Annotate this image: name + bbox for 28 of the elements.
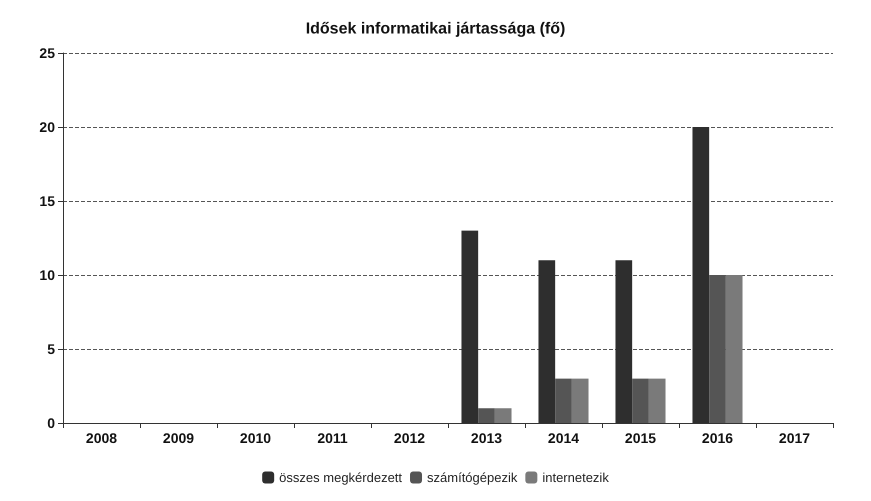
y-tick-label: 5: [47, 341, 56, 357]
x-tick-label: 2017: [778, 430, 810, 446]
y-tick-label: 10: [39, 267, 56, 283]
y-tick-label: 0: [47, 415, 56, 431]
bar: [632, 378, 649, 423]
x-tick-label: 2012: [394, 430, 426, 446]
y-tick-label: 25: [39, 45, 56, 61]
bar: [709, 275, 726, 423]
x-tick-label: 2016: [702, 430, 734, 446]
chart-title: Idősek informatikai jártassága (fő): [306, 20, 566, 38]
x-tick-label: 2008: [86, 430, 118, 446]
y-tick-label: 20: [39, 119, 56, 135]
x-tick-label: 2014: [548, 430, 580, 446]
x-tick-label: 2011: [317, 430, 348, 446]
legend-label: internetezik: [542, 470, 610, 485]
bar: [555, 378, 572, 423]
x-tick-label: 2009: [162, 430, 194, 446]
legend-label: összes megkérdezett: [279, 470, 402, 485]
x-tick-label: 2010: [240, 430, 272, 446]
legend-label: számítógépezik: [427, 470, 518, 485]
x-tick-label: 2015: [624, 430, 656, 446]
bar: [494, 408, 512, 423]
x-tick-label: 2013: [470, 430, 502, 446]
bar: [726, 275, 743, 423]
y-tick-label: 15: [39, 193, 56, 209]
bar: [478, 408, 495, 423]
bar: [648, 378, 666, 423]
bar: [572, 378, 589, 423]
